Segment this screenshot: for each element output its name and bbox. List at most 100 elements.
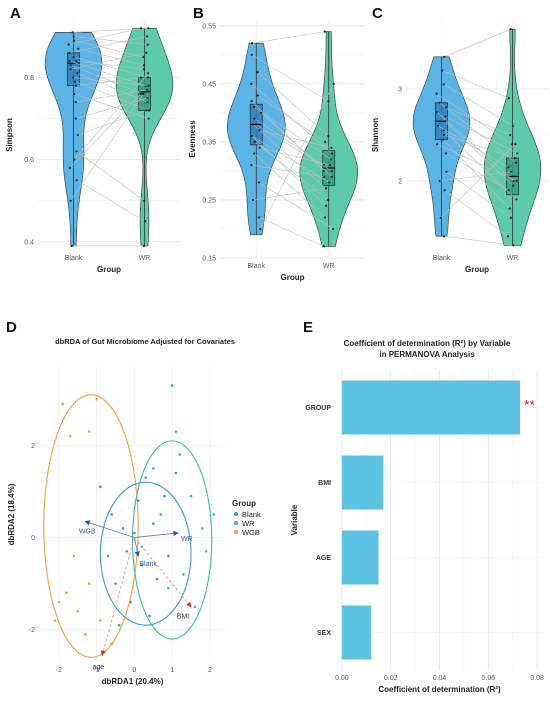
- data-point-wgb: [65, 591, 68, 595]
- y-axis-label: Variable: [290, 504, 299, 535]
- paired-line: [257, 72, 329, 137]
- paired-line: [252, 31, 325, 44]
- paired-line: [445, 107, 511, 136]
- data-point: [323, 175, 326, 178]
- vector-label: WGB: [79, 528, 96, 535]
- bar-age: [341, 530, 379, 585]
- paired-line: [442, 70, 509, 99]
- data-point: [509, 28, 512, 31]
- paired-line: [76, 60, 144, 70]
- data-point: [251, 123, 255, 126]
- data-point: [330, 169, 333, 173]
- y-tick-label: 0.6: [24, 157, 34, 164]
- x-tick-label: Blank: [433, 255, 451, 262]
- paired-line: [252, 188, 327, 201]
- paired-line: [445, 116, 518, 154]
- data-point: [514, 161, 517, 164]
- paired-line: [72, 27, 149, 33]
- paired-line: [251, 54, 329, 102]
- data-point: [254, 123, 257, 126]
- data-point-wr: [151, 467, 155, 470]
- x-tick-label: 2: [208, 667, 212, 674]
- vector-label: BMI: [177, 614, 190, 621]
- paired-line: [73, 36, 148, 45]
- y-tick-label: 2: [31, 443, 35, 450]
- data-point-wgb: [68, 434, 72, 438]
- x-tick-label: WR: [323, 263, 335, 270]
- data-point-blank: [121, 527, 125, 530]
- data-point: [253, 117, 256, 120]
- x-tick-label: 0.02: [384, 675, 398, 682]
- data-point-wgb: [87, 430, 91, 433]
- y-tick-label: 3: [398, 87, 402, 94]
- data-point: [444, 115, 447, 118]
- data-point-blank: [125, 550, 129, 553]
- paired-line: [74, 73, 149, 160]
- data-point: [147, 27, 150, 30]
- paired-line: [69, 93, 142, 169]
- data-point: [438, 179, 441, 183]
- data-point: [512, 179, 515, 183]
- x-tick-label: WR: [139, 255, 151, 262]
- y-tick-label: 0.55: [202, 23, 216, 30]
- paired-line: [257, 95, 326, 143]
- data-point: [75, 84, 78, 87]
- paired-line: [259, 130, 332, 148]
- data-point-blank: [170, 384, 174, 387]
- data-point: [145, 35, 149, 38]
- paired-line: [251, 164, 325, 178]
- data-point-wr: [201, 527, 204, 530]
- data-point: [252, 105, 255, 109]
- data-point: [70, 244, 73, 247]
- data-point: [142, 55, 145, 59]
- legend-item: Blank: [242, 510, 261, 519]
- data-point-blank: [133, 531, 136, 535]
- data-point-wgb: [53, 619, 57, 622]
- paired-line: [443, 84, 513, 127]
- y-tick-label: GROUP: [305, 405, 331, 412]
- data-point: [142, 244, 146, 247]
- legend-item: WR: [242, 519, 255, 528]
- data-point-blank: [99, 485, 102, 489]
- data-point: [436, 124, 439, 127]
- x-tick-label: 1: [170, 667, 174, 674]
- data-point: [258, 146, 261, 149]
- paired-line: [260, 83, 334, 230]
- legend-marker-blank: [234, 512, 238, 516]
- data-point: [442, 138, 445, 141]
- data-point: [439, 216, 442, 219]
- panel-letter-e: E: [303, 319, 313, 336]
- y-axis-label: Shannon: [371, 118, 380, 152]
- y-tick-label: AGE: [316, 555, 332, 562]
- data-point: [445, 170, 448, 173]
- data-point: [327, 100, 330, 103]
- x-tick-label: -1: [94, 667, 100, 674]
- data-point: [512, 184, 515, 187]
- vector-label: Blank: [139, 561, 157, 568]
- y-tick-label: 0.25: [202, 197, 216, 204]
- data-point: [510, 170, 513, 173]
- legend-title: Group: [232, 499, 256, 508]
- x-tick-label: 0.04: [433, 675, 447, 682]
- data-point-wr: [182, 573, 185, 576]
- data-point: [146, 101, 149, 104]
- data-point: [146, 43, 149, 46]
- data-point: [444, 106, 448, 109]
- data-point: [324, 187, 328, 190]
- data-point-wr: [189, 494, 193, 498]
- data-point-wr: [167, 586, 170, 590]
- x-tick-label: -2: [56, 667, 62, 674]
- paired-line: [253, 106, 332, 160]
- vector-arrow-bmi: [134, 537, 192, 608]
- data-point: [251, 198, 255, 202]
- data-point: [507, 189, 510, 192]
- data-point: [322, 245, 326, 248]
- x-axis-label: Coefficient of determination (R²): [378, 685, 501, 694]
- y-tick-label: -2: [29, 627, 35, 634]
- data-point: [513, 156, 516, 160]
- data-point: [75, 179, 78, 182]
- data-point: [77, 47, 80, 50]
- violin-chart-evenness: B 0.15 0.25 0.35 0.45 0.55 Blank WR Group Evenne…: [188, 5, 365, 282]
- paired-line: [76, 179, 146, 222]
- vector-label: WR: [181, 536, 193, 543]
